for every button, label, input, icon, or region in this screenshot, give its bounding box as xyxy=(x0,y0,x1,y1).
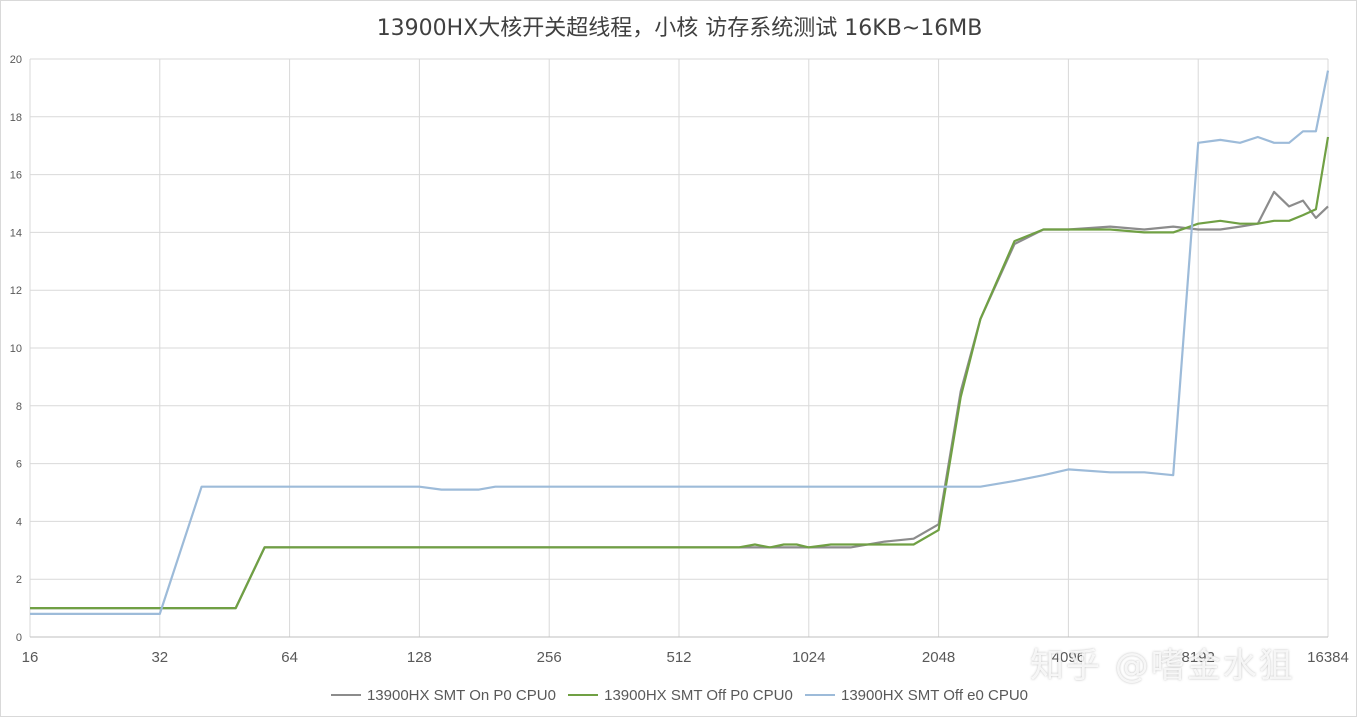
y-tick-label: 2 xyxy=(16,574,22,586)
legend-swatch xyxy=(568,694,599,696)
x-tick-label: 64 xyxy=(281,649,298,666)
legend-item-smt-off-p0: 13900HX SMT Off P0 CPU0 xyxy=(568,687,793,704)
x-tick-label: 16384 xyxy=(1307,649,1349,666)
legend-label: 13900HX SMT On P0 CPU0 xyxy=(366,686,556,704)
series-line-2 xyxy=(30,70,1330,615)
y-tick-label: 4 xyxy=(16,516,22,528)
x-tick-label: 8192 xyxy=(1182,649,1215,666)
y-tick-label: 20 xyxy=(10,54,22,66)
y-tick-label: 0 xyxy=(16,632,22,644)
legend-label: 13900HX SMT Off P0 CPU0 xyxy=(604,686,793,704)
y-axis-ticks: 0 2 4 6 8 10 12 14 16 18 20 xyxy=(10,54,22,644)
legend-item-smt-on-p0: 13900HX SMT On P0 CPU0 xyxy=(330,686,556,704)
x-tick-label: 512 xyxy=(666,649,691,666)
y-tick-label: 14 xyxy=(10,227,22,239)
legend-swatch xyxy=(330,694,361,696)
x-tick-label: 128 xyxy=(407,649,432,666)
legend-label: 13900HX SMT Off e0 CPU0 xyxy=(840,686,1029,704)
series-lines xyxy=(30,70,1330,615)
x-tick-label: 32 xyxy=(151,649,168,666)
x-tick-label: 2048 xyxy=(922,649,955,666)
y-tick-label: 12 xyxy=(10,285,22,297)
x-tick-label: 4096 xyxy=(1052,649,1085,666)
y-tick-label: 10 xyxy=(10,343,22,355)
x-tick-label: 16 xyxy=(22,649,39,666)
legend-item-smt-off-e0: 13900HX SMT Off e0 CPU0 xyxy=(804,686,1029,704)
legend: 13900HX SMT On P0 CPU0 13900HX SMT Off P… xyxy=(0,683,1359,704)
grid-lines xyxy=(29,58,1329,638)
y-tick-label: 8 xyxy=(16,401,22,413)
watermark: 知乎 @嗜金水狙 xyxy=(1030,646,1295,686)
series-line-1 xyxy=(30,136,1330,610)
y-tick-label: 18 xyxy=(10,112,22,124)
x-axis-ticks: 16 32 64 128 256 512 1024 2048 4096 8192 16384 xyxy=(22,649,1349,666)
x-tick-label: 256 xyxy=(537,649,562,666)
x-tick-label: 1024 xyxy=(792,649,825,666)
y-tick-label: 6 xyxy=(16,459,22,471)
chart-title: 13900HX大核开关超线程，小核 访存系统测试 16KB~16MB xyxy=(376,16,983,41)
y-tick-label: 16 xyxy=(10,170,22,182)
legend-swatch xyxy=(804,694,835,696)
